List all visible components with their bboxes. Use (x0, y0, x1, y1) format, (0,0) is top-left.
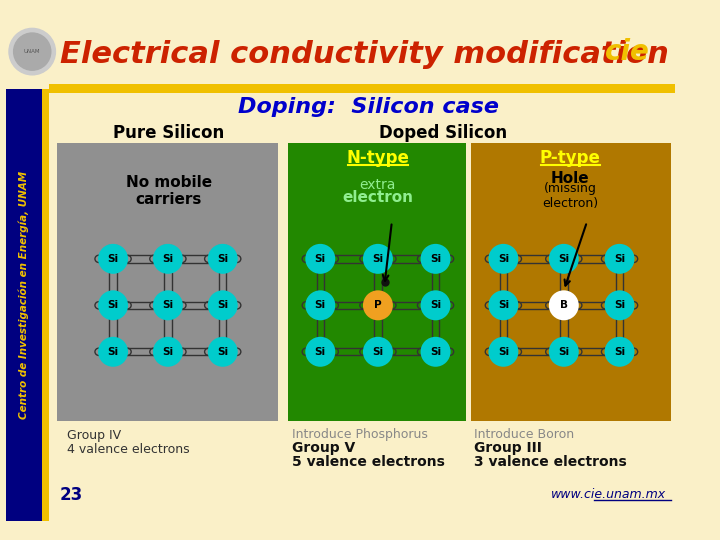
Circle shape (490, 292, 518, 319)
Circle shape (154, 338, 182, 366)
Text: www.cie.unam.mx: www.cie.unam.mx (551, 488, 666, 502)
Text: Si: Si (558, 347, 570, 357)
Text: Si: Si (372, 347, 384, 357)
Text: Doped Silicon: Doped Silicon (379, 124, 507, 143)
Text: Si: Si (217, 347, 228, 357)
Text: electron: electron (343, 190, 413, 205)
Text: Si: Si (430, 254, 441, 264)
Text: Si: Si (217, 300, 228, 310)
Bar (49, 84, 675, 93)
Text: Si: Si (498, 347, 509, 357)
Bar (42, 89, 49, 521)
Text: Si: Si (372, 254, 384, 264)
Bar (6, 19, 675, 89)
Circle shape (99, 245, 127, 273)
Bar (6, 89, 42, 521)
Circle shape (154, 245, 182, 273)
Text: Si: Si (558, 254, 570, 264)
Circle shape (307, 338, 334, 366)
Text: Si: Si (315, 254, 326, 264)
Circle shape (490, 338, 518, 366)
Text: Si: Si (107, 347, 119, 357)
Circle shape (99, 292, 127, 319)
Text: Si: Si (430, 347, 441, 357)
Circle shape (209, 338, 237, 366)
Text: (missing
electron): (missing electron) (542, 181, 598, 210)
Bar (288, 143, 467, 422)
Text: extra: extra (360, 178, 396, 192)
Bar (471, 143, 670, 422)
Text: Si: Si (614, 300, 625, 310)
Circle shape (364, 245, 392, 273)
Circle shape (606, 338, 634, 366)
Circle shape (550, 338, 577, 366)
Text: Si: Si (162, 300, 174, 310)
Text: Si: Si (614, 254, 625, 264)
Text: cie: cie (606, 38, 650, 65)
Text: Electrical conductivity modification: Electrical conductivity modification (60, 40, 668, 69)
Text: Group V: Group V (292, 441, 356, 455)
Circle shape (364, 338, 392, 366)
Circle shape (422, 338, 449, 366)
Text: No mobile
carriers: No mobile carriers (126, 175, 212, 207)
Text: Centro de Investigación en Energía, UNAM: Centro de Investigación en Energía, UNAM (19, 171, 29, 418)
Circle shape (422, 292, 449, 319)
Text: 23: 23 (60, 486, 84, 504)
Bar (58, 143, 279, 422)
Text: Doping:  Silicon case: Doping: Silicon case (238, 97, 499, 117)
Text: Si: Si (107, 254, 119, 264)
Text: P-type: P-type (540, 150, 600, 167)
Text: Si: Si (614, 347, 625, 357)
Text: Si: Si (315, 347, 326, 357)
Circle shape (550, 292, 577, 319)
Circle shape (490, 245, 518, 273)
Text: 4 valence electrons: 4 valence electrons (66, 443, 189, 456)
Circle shape (209, 292, 237, 319)
Text: Group III: Group III (474, 441, 541, 455)
Circle shape (209, 245, 237, 273)
Circle shape (307, 245, 334, 273)
Text: Si: Si (430, 300, 441, 310)
Text: Introduce Phosphorus: Introduce Phosphorus (292, 428, 428, 441)
Text: Hole: Hole (551, 171, 590, 186)
Circle shape (550, 245, 577, 273)
Text: UNAM: UNAM (24, 49, 40, 54)
Circle shape (364, 292, 392, 319)
Circle shape (606, 292, 634, 319)
Text: 3 valence electrons: 3 valence electrons (474, 455, 626, 469)
Text: Si: Si (498, 300, 509, 310)
Text: N-type: N-type (346, 150, 410, 167)
Text: Si: Si (162, 254, 174, 264)
Text: Si: Si (107, 300, 119, 310)
Text: Introduce Boron: Introduce Boron (474, 428, 574, 441)
Circle shape (99, 338, 127, 366)
Circle shape (307, 292, 334, 319)
Text: Group IV: Group IV (66, 429, 121, 442)
Circle shape (154, 292, 182, 319)
Text: 5 valence electrons: 5 valence electrons (292, 455, 445, 469)
Text: Si: Si (162, 347, 174, 357)
Circle shape (9, 29, 55, 75)
Text: Si: Si (217, 254, 228, 264)
Text: Si: Si (315, 300, 326, 310)
Circle shape (606, 245, 634, 273)
Text: P: P (374, 300, 382, 310)
Text: Pure Silicon: Pure Silicon (113, 124, 225, 143)
Text: B: B (559, 300, 568, 310)
Circle shape (14, 33, 51, 70)
Circle shape (422, 245, 449, 273)
Text: Si: Si (498, 254, 509, 264)
